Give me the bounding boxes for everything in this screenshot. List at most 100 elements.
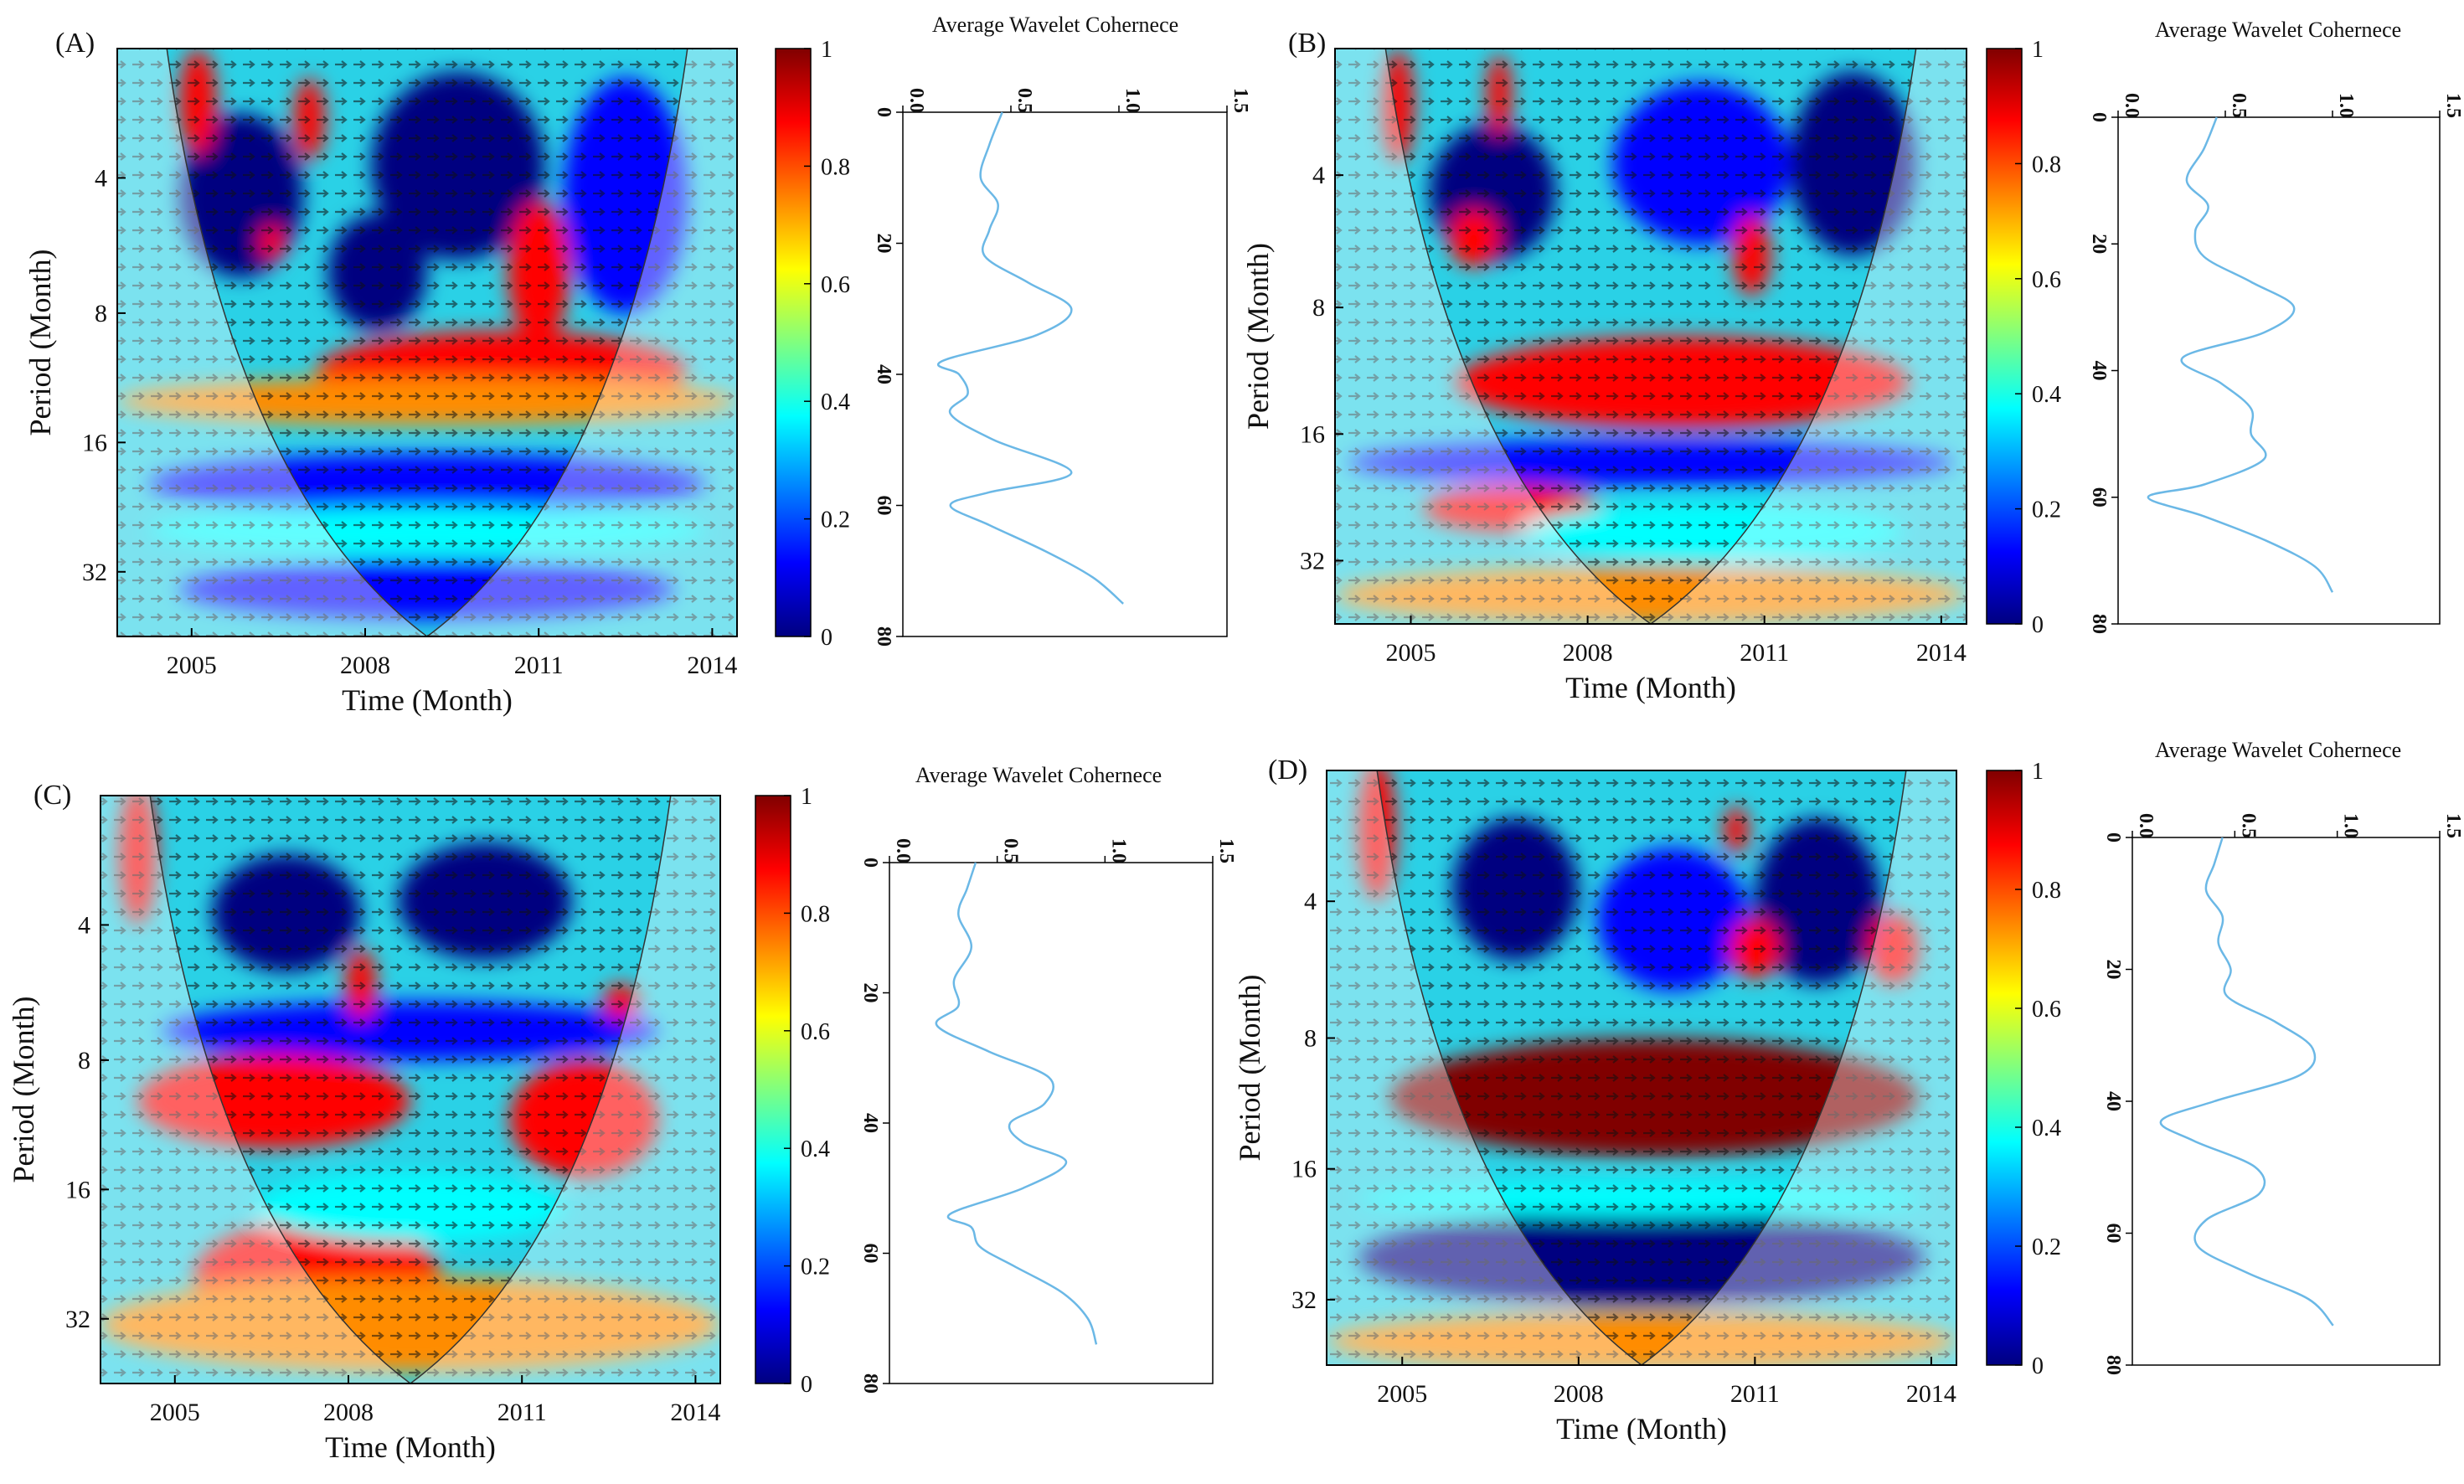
x-axis-label: Time (Month) [1565,671,1736,704]
colorbar-tick-label: 0.4 [821,389,850,415]
heatmap-frame [1326,770,1957,1366]
y-axis-label: Period (Month) [1233,975,1266,1162]
y-tick-label: 4 [95,164,107,192]
profile-x-tick-label: 0.5 [2237,813,2259,838]
x-axis-label: Time (Month) [325,1430,496,1464]
y-tick-label: 4 [1312,162,1325,189]
colorbar-tick-label: 0.4 [801,1136,830,1162]
cone-of-influence-line [1376,770,1907,1365]
x-axis-label: Time (Month) [1556,1412,1727,1445]
y-tick-label: 16 [1291,1156,1317,1183]
profile-x-tick-label: 0.0 [892,838,914,863]
x-tick-label: 2008 [323,1399,374,1426]
profile-x-tick-label: 0.5 [1000,838,1022,863]
profile-x-tick-label: 1.5 [2442,813,2464,838]
heatmap-frame [100,795,721,1384]
profile-y-tick-label: 40 [2102,1091,2124,1111]
panel-label: (C) [34,780,71,811]
colorbar-tick-label: 1 [801,784,812,810]
colorbar-tick-label: 0.4 [2032,382,2061,408]
y-tick-label: 4 [78,911,90,939]
profile-y-tick-label: 80 [859,1373,881,1394]
colorbar-tick-label: 0.2 [2032,1234,2061,1260]
x-tick-label: 2005 [150,1399,200,1426]
profile-y-tick-label: 60 [2088,487,2110,508]
profile-y-tick-label: 20 [2102,960,2124,980]
x-tick-label: 2011 [1730,1380,1780,1408]
colorbar-tick-label: 0.6 [821,272,850,298]
profile-y-tick-label: 40 [859,1113,881,1133]
profile-series-line [2147,116,2334,593]
panel-a: (A) 2005 2008 2011 2014 Time (Month) 4 8 16 32 Per… [23,13,1251,717]
profile-frame [2132,837,2441,1366]
profile-y-tick-label: 0 [859,858,881,868]
phase-arrows [117,49,737,636]
average-coherence-profile: Average Wavelet Cohernece 0.0 0.5 1.0 1.5 0 20… [859,763,1237,1394]
colorbar [775,48,812,637]
y-tick-label: 8 [1304,1025,1317,1053]
colorbar-tick-label: 0.2 [801,1255,830,1280]
average-coherence-profile: Average Wavelet Cohernece 0.0 0.5 1.0 1.5 0 20… [2102,738,2464,1375]
profile-y-tick-label: 40 [873,364,894,384]
x-tick-label: 2011 [514,652,564,679]
profile-x-tick-label: 1.0 [1107,838,1129,863]
profile-x-tick-label: 0.5 [1013,88,1035,113]
x-tick-label: 2014 [1906,1380,1956,1408]
cone-of-influence-shade [1327,770,1956,1365]
y-axis-label: Period (Month) [1241,243,1275,430]
x-tick-label: 2005 [1385,639,1436,667]
profile-title: Average Wavelet Cohernece [2155,738,2401,762]
cone-of-influence-line [149,796,672,1384]
colorbar-tick-label: 0.6 [2032,997,2061,1023]
profile-y-tick-label: 80 [2102,1355,2124,1375]
y-axis-label: Period (Month) [23,250,57,436]
colorbar-tick-label: 0 [2032,1353,2044,1379]
panel-b: (B) 2005 2008 2011 2014 Time (Month) 4 8 16 32 Per… [1241,18,2464,704]
colorbar-tick-label: 0.6 [801,1019,830,1045]
x-tick-label: 2005 [1377,1380,1427,1408]
colorbar-tick-label: 0.2 [2032,497,2061,523]
profile-x-tick-label: 1.0 [2340,813,2362,838]
profile-y-tick-label: 20 [2088,234,2110,254]
colorbar-tick-label: 0.4 [2032,1116,2061,1141]
profile-x-tick-label: 0.0 [2135,813,2157,838]
profile-x-tick-label: 1.0 [1121,88,1143,113]
profile-x-tick-label: 1.5 [1215,838,1237,863]
phase-arrows [1335,49,1967,624]
profile-title: Average Wavelet Cohernece [2155,18,2401,42]
y-axis-label: Period (Month) [7,997,40,1183]
profile-x-tick-label: 1.5 [2442,93,2464,118]
y-tick-label: 8 [95,300,107,327]
y-tick-label: 16 [65,1176,90,1203]
x-tick-label: 2014 [670,1399,720,1426]
colorbar-tick-label: 1 [2032,759,2044,785]
profile-x-tick-label: 1.0 [2335,93,2357,118]
colorbar-tick-label: 0.8 [801,901,830,927]
panel-label: (B) [1288,28,1326,59]
colorbar-tick-label: 0 [801,1372,812,1398]
colorbar-tick-label: 1 [2032,37,2044,63]
profile-series-line [2159,837,2334,1327]
phase-arrows [101,796,720,1384]
x-tick-label: 2008 [1563,639,1613,667]
x-tick-label: 2014 [1916,639,1967,667]
cone-of-influence-line [166,49,688,636]
x-tick-label: 2008 [1554,1380,1604,1408]
y-tick-label: 32 [1300,547,1325,575]
cone-of-influence-shade [1335,49,1967,624]
panel-label: (D) [1268,755,1307,786]
profile-frame [889,862,1214,1384]
profile-y-tick-label: 40 [2088,361,2110,381]
y-tick-label: 8 [1312,294,1325,322]
profile-series-line [935,862,1098,1345]
x-tick-label: 2011 [1740,639,1789,667]
colorbar-tick-label: 1 [821,37,833,63]
profile-y-tick-label: 0 [2102,832,2124,842]
colorbar-tick-label: 0.2 [821,508,850,533]
cone-of-influence-line [1384,49,1917,624]
panel-label: (A) [55,28,95,59]
profile-x-tick-label: 0.0 [2121,93,2142,118]
colorbar-tick-label: 0.8 [2032,878,2061,904]
panel-d: (D) 2005 2008 2011 2014 Time (Month) 4 8 16 32 Per… [1233,738,2464,1445]
